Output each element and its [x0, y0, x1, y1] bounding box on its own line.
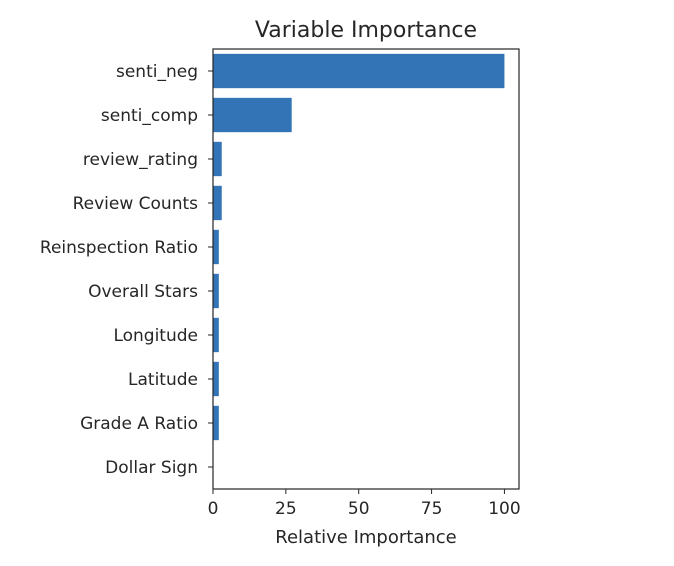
y-tick-label: Review Counts	[73, 194, 199, 214]
bar-latitude	[213, 361, 219, 397]
y-tick-label: Grade A Ratio	[80, 414, 198, 434]
y-tick-label: Latitude	[128, 370, 198, 390]
bar-longitude	[213, 317, 219, 353]
plot-area: senti_neg senti_comp review_rating Review C…	[40, 48, 521, 519]
y-tick-label: senti_comp	[101, 106, 198, 126]
bar-senti-comp	[213, 97, 292, 133]
bar-reinspection-ratio	[213, 229, 219, 265]
y-tick-label: Dollar Sign	[105, 458, 198, 478]
x-axis-label: Relative Importance	[275, 527, 456, 548]
y-tick-label: review_rating	[83, 150, 198, 170]
bar-review-rating	[213, 141, 222, 177]
bar-senti-neg	[213, 53, 505, 89]
y-tick-label: Longitude	[113, 326, 198, 346]
bar-review-counts	[213, 185, 222, 221]
bar-overall-stars	[213, 273, 219, 309]
plot-frame	[212, 48, 520, 490]
y-tick-label: Reinspection Ratio	[40, 238, 198, 258]
x-tick-label: 50	[348, 499, 370, 519]
x-tick-label: 100	[488, 499, 520, 519]
y-tick-label: Overall Stars	[88, 282, 198, 302]
x-tick-label: 25	[275, 499, 297, 519]
y-tick-label: senti_neg	[116, 62, 198, 82]
bar-grade-a-ratio	[213, 405, 219, 441]
x-tick-label: 0	[208, 499, 219, 519]
chart-title: Variable Importance	[255, 18, 477, 43]
x-tick-label: 75	[421, 499, 443, 519]
